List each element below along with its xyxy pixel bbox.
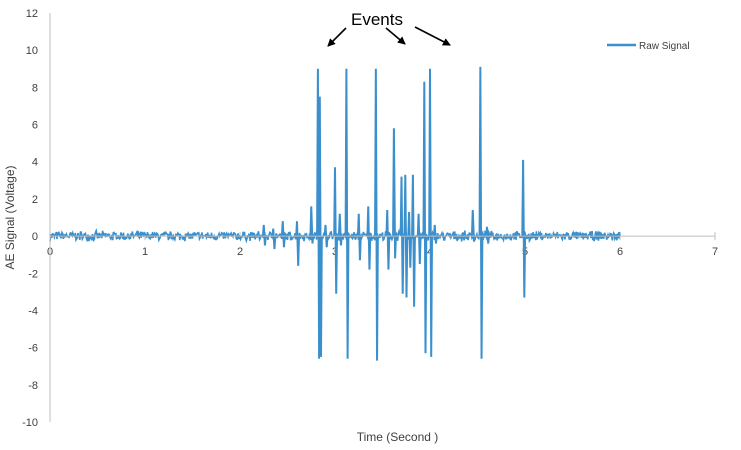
signal-spike xyxy=(470,210,476,242)
signal-spike xyxy=(411,174,416,307)
y-tick-label: 6 xyxy=(32,120,38,132)
signal-spike xyxy=(337,213,343,246)
x-tick-label: 2 xyxy=(237,246,243,258)
signal-spike xyxy=(280,221,286,248)
y-tick-label: 10 xyxy=(26,45,38,57)
event-arrow xyxy=(414,26,451,46)
signal-spike xyxy=(318,96,323,357)
y-tick-label: 12 xyxy=(26,8,38,20)
events-label: Events xyxy=(351,10,403,29)
y-tick-label: -10 xyxy=(22,417,38,429)
legend-label: Raw Signal xyxy=(639,41,690,52)
signal-spike xyxy=(399,176,405,294)
x-tick-label: 1 xyxy=(142,246,148,258)
event-arrow xyxy=(327,27,347,47)
signal-spike xyxy=(407,211,413,268)
y-axis-ticks: -10 -8 -6 -4 -2 0 2 4 6 8 10 12 xyxy=(22,8,38,429)
event-arrows xyxy=(327,26,451,47)
signal-spike xyxy=(432,224,438,244)
signal-spike xyxy=(422,81,428,354)
signal-spike xyxy=(478,66,484,359)
signal-spike xyxy=(356,213,362,261)
signal-spike xyxy=(392,128,397,259)
signal-spike xyxy=(485,226,490,244)
series-layer xyxy=(49,66,621,361)
signal-spike xyxy=(261,224,267,246)
signal-spike xyxy=(333,167,338,294)
signal-spike xyxy=(295,221,300,266)
signal-spike xyxy=(416,213,422,265)
y-tick-label: -2 xyxy=(28,268,38,280)
y-tick-label: -4 xyxy=(28,305,38,317)
signal-spike xyxy=(344,68,350,359)
y-tick-label: 8 xyxy=(32,82,38,94)
y-tick-label: 0 xyxy=(32,231,38,243)
y-tick-label: 4 xyxy=(32,157,38,169)
y-tick-label: -6 xyxy=(28,343,38,355)
signal-spike xyxy=(374,68,379,361)
y-axis-title: AE Signal (Voltage) xyxy=(3,165,17,269)
x-tick-label: 7 xyxy=(712,246,718,258)
events-annotation: Events xyxy=(327,10,451,47)
signal-spike xyxy=(271,228,277,250)
y-tick-label: 2 xyxy=(32,194,38,206)
signal-spike xyxy=(366,206,372,270)
signal-spike xyxy=(521,159,527,298)
signal-spike xyxy=(428,68,433,357)
signal-spike xyxy=(309,206,315,244)
legend: Raw Signal xyxy=(607,41,690,52)
y-tick-label: -8 xyxy=(28,380,38,392)
event-arrow xyxy=(385,27,406,45)
signal-spike xyxy=(385,210,391,270)
x-axis-title: Time (Second ) xyxy=(357,430,439,444)
x-tick-label: 6 xyxy=(617,246,623,258)
